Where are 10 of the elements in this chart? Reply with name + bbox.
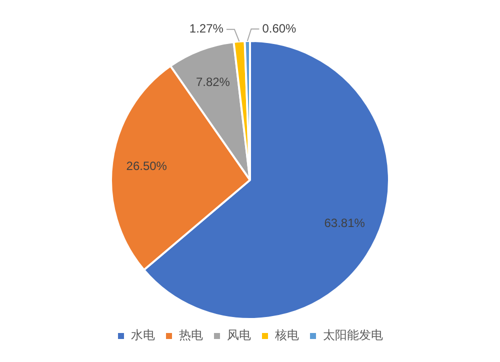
data-label: 0.60% [262, 21, 297, 36]
legend-label: 核电 [274, 328, 299, 342]
data-label: 7.82% [196, 74, 230, 89]
legend-label: 水电 [131, 328, 155, 342]
legend-label: 太阳能发电 [323, 328, 383, 342]
data-label: 1.27% [189, 22, 224, 36]
legend-label: 风电 [227, 328, 251, 342]
data-label: 63.81% [324, 216, 366, 230]
data-label: 26.50% [126, 158, 168, 173]
legend-label: 热电 [179, 328, 203, 342]
